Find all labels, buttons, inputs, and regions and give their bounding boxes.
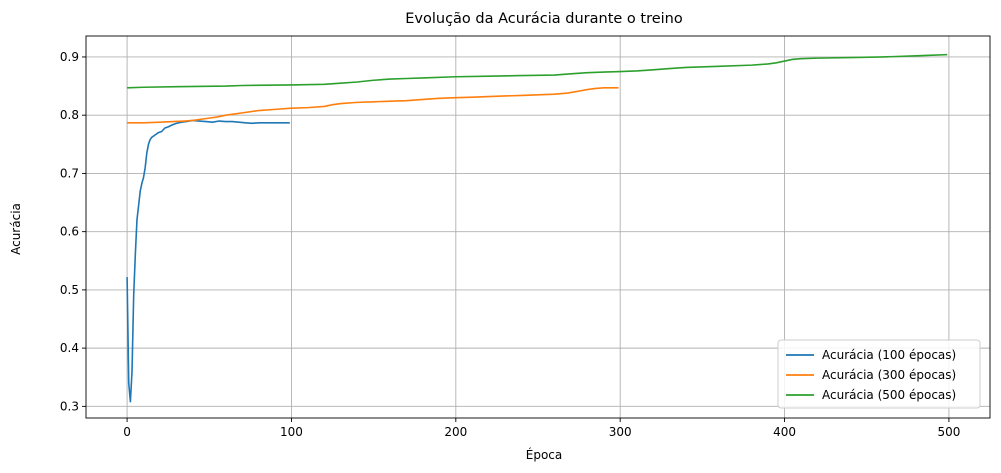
series-line-1 xyxy=(126,119,290,403)
y-tick-label: 0.5 xyxy=(60,283,79,297)
y-tick-label: 0.7 xyxy=(60,166,79,180)
y-tick-label: 0.4 xyxy=(60,341,79,355)
series-line-3 xyxy=(127,53,948,89)
legend: Acurácia (100 épocas) Acurácia (300 época… xyxy=(777,339,981,409)
y-tick-label: 0.3 xyxy=(60,399,79,413)
legend-label-3: Acurácia (500 épocas) xyxy=(822,388,956,402)
y-tick-label: 0.8 xyxy=(60,108,79,122)
legend-box xyxy=(777,339,981,409)
x-axis-label: Época xyxy=(526,447,563,462)
x-tick-label: 500 xyxy=(937,425,960,439)
x-tick-label: 400 xyxy=(773,425,796,439)
axis-ticks: 0 100 200 300 400 500 0.3 0.4 0.5 0.6 0.7 0.8 0.9 xyxy=(60,50,960,439)
series-lines xyxy=(126,53,948,403)
y-tick-label: 0.6 xyxy=(60,225,79,239)
x-tick-label: 100 xyxy=(280,425,303,439)
x-tick-label: 300 xyxy=(609,425,632,439)
legend-label-1: Acurácia (100 épocas) xyxy=(822,348,956,362)
chart-title: Evolução da Acurácia durante o treino xyxy=(405,11,683,27)
x-tick-label: 200 xyxy=(444,425,467,439)
y-axis-label: Acurácia xyxy=(9,203,23,255)
plot-frame xyxy=(85,35,991,419)
legend-label-2: Acurácia (300 épocas) xyxy=(822,368,956,382)
y-tick-label: 0.9 xyxy=(60,50,79,64)
series-line-2 xyxy=(127,87,619,124)
x-tick-label: 0 xyxy=(123,425,131,439)
